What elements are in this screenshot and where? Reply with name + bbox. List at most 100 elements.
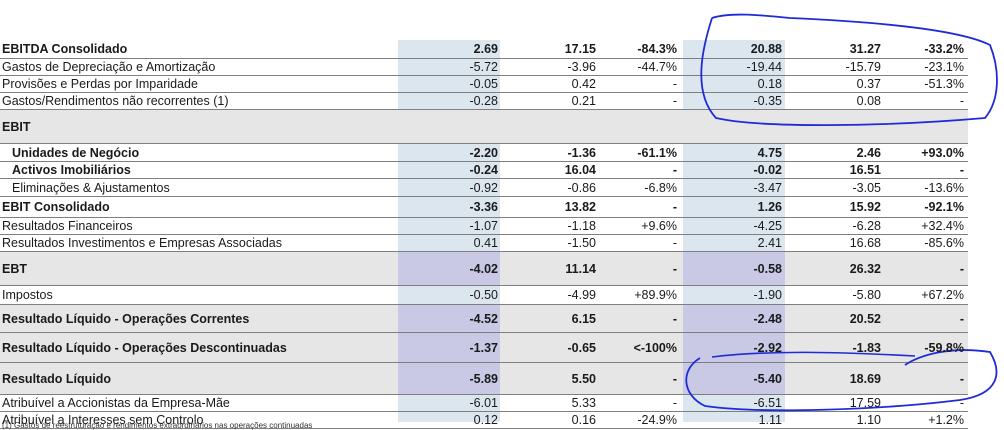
cell-value: -4.02 xyxy=(469,261,499,276)
cell-value: -1.90 xyxy=(753,288,783,302)
cell-value: -2.92 xyxy=(753,340,783,355)
cell-value: +1.2% xyxy=(928,413,964,427)
table-row: Gastos/Rendimentos não recorrentes (1) -0… xyxy=(0,93,968,110)
cell-value: 31.27 xyxy=(849,42,881,56)
cell-value: -3.36 xyxy=(469,200,499,214)
cell-value: - xyxy=(959,163,964,177)
highlight-cell xyxy=(398,305,500,332)
cell-value: -1.18 xyxy=(567,219,597,233)
cell-value: -4.99 xyxy=(567,288,597,302)
highlight-cell xyxy=(398,363,500,394)
row-label: Activos Imobiliários xyxy=(12,163,131,177)
table-row: Impostos -0.50 -4.99 +89.9% -1.90 -5.80 +67.2% xyxy=(0,286,968,305)
row-label: EBIT xyxy=(2,119,31,134)
cell-value: 20.52 xyxy=(849,311,881,326)
row-label: Impostos xyxy=(2,288,53,302)
cell-value: - xyxy=(672,200,677,214)
row-label: EBITDA Consolidado xyxy=(2,42,128,56)
row-label: Unidades de Negócio xyxy=(12,145,140,160)
cell-value: -13.6% xyxy=(924,180,964,195)
row-label: Resultado Líquido xyxy=(2,371,112,386)
table-row: Resultados Financeiros -1.07 -1.18 +9.6% -4.… xyxy=(0,218,968,235)
cell-value: - xyxy=(672,94,677,108)
table-row: EBIT xyxy=(0,110,968,144)
cell-value: -0.28 xyxy=(469,94,499,108)
cell-value: -85.6% xyxy=(924,236,964,250)
cell-value: -1.83 xyxy=(852,340,882,355)
cell-value: - xyxy=(959,396,964,410)
cell-value: -5.40 xyxy=(753,371,783,386)
cell-value: 17.15 xyxy=(564,42,596,56)
table-row: Resultado Líquido -5.89 5.50 - -5.40 18.69 - xyxy=(0,363,968,395)
row-label: Gastos/Rendimentos não recorrentes (1) xyxy=(2,94,229,108)
cell-value: -84.3% xyxy=(637,42,677,56)
cell-value: -0.58 xyxy=(753,261,783,276)
cell-value: +89.9% xyxy=(634,288,677,302)
cell-value: 16.68 xyxy=(849,236,881,250)
cell-value: 0.42 xyxy=(571,77,596,91)
cell-value: -51.3% xyxy=(924,77,964,91)
cell-value: -1.36 xyxy=(567,145,597,160)
cell-value: +32.4% xyxy=(921,219,964,233)
cell-value: 17.59 xyxy=(849,396,881,410)
highlight-cell xyxy=(683,305,785,332)
cell-value: -44.7% xyxy=(637,60,677,74)
table-row: Atribuível a Accionistas da Empresa-Mãe -… xyxy=(0,395,968,412)
cell-value: 16.51 xyxy=(849,163,881,177)
table-row: Atribuível a Interesses sem Controlo 0.12… xyxy=(0,412,968,429)
row-label: Atribuível a Accionistas da Empresa-Mãe xyxy=(2,396,230,410)
row-label: Provisões e Perdas por Imparidade xyxy=(2,77,198,91)
cell-value: - xyxy=(672,261,677,276)
cell-value: -6.51 xyxy=(753,396,783,410)
row-label: Resultados Financeiros xyxy=(2,219,133,233)
cell-value: 5.33 xyxy=(571,396,596,410)
cell-value: -4.25 xyxy=(753,219,783,233)
cell-value: -1.37 xyxy=(469,340,499,355)
row-label: EBT xyxy=(2,261,27,276)
row-label: Resultado Líquido - Operações Descontinu… xyxy=(2,340,287,355)
cell-value: +9.6% xyxy=(641,219,677,233)
cell-value: -2.48 xyxy=(753,311,783,326)
table-row: EBITDA Consolidado 2.69 17.15 -84.3% 20.88 31… xyxy=(0,40,968,59)
cell-value: -0.65 xyxy=(567,340,597,355)
footnote: (1) Gastos de reestruturação e rendiment… xyxy=(2,421,313,430)
row-label: Resultado Líquido - Operações Correntes xyxy=(2,311,250,326)
cell-value: 16.04 xyxy=(564,163,596,177)
cell-value: - xyxy=(672,236,677,250)
cell-value: -92.1% xyxy=(924,200,964,214)
cell-value: -0.35 xyxy=(753,94,783,108)
cell-value: -5.72 xyxy=(469,60,499,74)
cell-value: - xyxy=(959,371,964,386)
cell-value: 0.12 xyxy=(473,413,498,427)
cell-value: -0.50 xyxy=(469,288,499,302)
table-row: Gastos de Depreciação e Amortização -5.72… xyxy=(0,59,968,76)
cell-value: -4.52 xyxy=(469,311,499,326)
cell-value: -3.05 xyxy=(852,180,882,195)
cell-value: -33.2% xyxy=(924,42,964,56)
cell-value: -0.24 xyxy=(469,163,499,177)
cell-value: -0.92 xyxy=(469,180,499,195)
cell-value: 0.41 xyxy=(473,236,498,250)
cell-value: 0.16 xyxy=(571,413,596,427)
cell-value: -5.80 xyxy=(852,288,882,302)
cell-value: -6.28 xyxy=(852,219,882,233)
cell-value: 0.08 xyxy=(856,94,881,108)
row-label: Gastos de Depreciação e Amortização xyxy=(2,60,216,74)
cell-value: 6.15 xyxy=(571,311,596,326)
results-table: EBITDA Consolidado 2.69 17.15 -84.3% 20.88 31… xyxy=(0,40,968,429)
cell-value: 13.82 xyxy=(564,200,596,214)
cell-value: 0.37 xyxy=(856,77,881,91)
cell-value: <-100% xyxy=(633,340,677,355)
cell-value: 4.75 xyxy=(757,145,782,160)
table-row: EBT -4.02 11.14 - -0.58 26.32 - xyxy=(0,252,968,286)
cell-value: 2.41 xyxy=(757,236,782,250)
table-row: Resultado Líquido - Operações Descontinu… xyxy=(0,333,968,363)
cell-value: -15.79 xyxy=(845,60,881,74)
cell-value: - xyxy=(959,261,964,276)
cell-value: -2.20 xyxy=(469,145,499,160)
cell-value: 1.10 xyxy=(856,413,881,427)
cell-value: -3.47 xyxy=(753,180,783,195)
cell-value: 18.69 xyxy=(849,371,881,386)
cell-value: -5.89 xyxy=(469,371,499,386)
cell-value: -6.8% xyxy=(644,180,677,195)
